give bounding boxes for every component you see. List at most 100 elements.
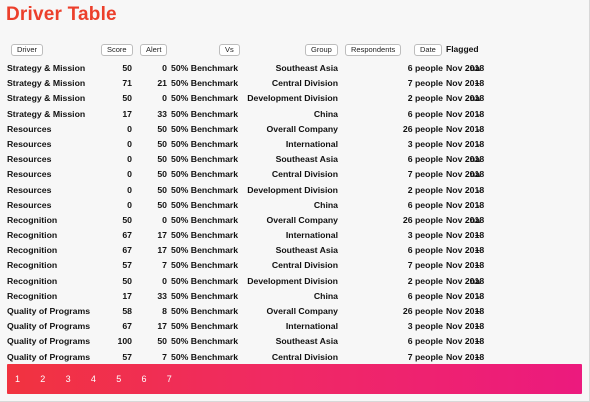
driver-cell: Strategy & Mission: [7, 63, 86, 73]
sort-respondents-button[interactable]: Respondents: [345, 44, 402, 56]
alert-cell: 50: [157, 184, 167, 195]
respondents-cell: 2 people: [407, 275, 443, 286]
vs-cell: 50% Benchmark: [171, 336, 239, 347]
alert-cell: 33: [157, 290, 167, 301]
group-cell: Central Division: [271, 78, 338, 89]
date-cell: Nov 2018: [446, 214, 485, 225]
alert-cell: 50: [157, 123, 167, 134]
sort-vs-button[interactable]: Vs: [219, 44, 240, 56]
date-cell: Nov 2018: [446, 245, 485, 256]
respondents-cell: 3 people: [407, 321, 443, 332]
respondents-cell: 26 people: [402, 214, 443, 225]
group-cell: Overall Company: [266, 214, 338, 225]
vs-cell: 50% Benchmark: [171, 154, 239, 165]
alert-cell: 17: [157, 321, 167, 332]
flagged-cell: na: [469, 93, 480, 104]
respondents-cell: 6 people: [407, 199, 443, 210]
score-cell: 57: [122, 351, 132, 362]
respondents-cell: 2 people: [407, 184, 443, 195]
score-cell: 50: [122, 63, 132, 73]
table-row: Resources 0 50 50% Benchmark Development Div…: [0, 183, 590, 198]
flagged-cell: +: [474, 78, 480, 89]
date-cell: Nov 2018: [446, 351, 485, 362]
vs-cell: 50% Benchmark: [171, 63, 239, 73]
sort-date-button[interactable]: Date: [414, 44, 442, 56]
table-row: Recognition 57 7 50% Benchmark Central Divis…: [0, 258, 590, 273]
driver-cell: Strategy & Mission: [7, 93, 86, 104]
driver-cell: Resources: [7, 169, 52, 180]
flagged-cell: na: [469, 275, 480, 286]
sort-group-button[interactable]: Group: [305, 44, 338, 56]
group-cell: China: [313, 199, 338, 210]
group-cell: China: [313, 108, 338, 119]
group-cell: Overall Company: [266, 123, 338, 134]
alert-cell: 0: [162, 93, 167, 104]
date-cell: Nov 2018: [446, 321, 485, 332]
vs-cell: 50% Benchmark: [171, 351, 239, 362]
flagged-cell: +: [474, 245, 480, 256]
date-cell: Nov 2018: [446, 93, 485, 104]
page-link-6[interactable]: 6: [141, 374, 147, 384]
group-cell: Development Division: [247, 275, 338, 286]
driver-cell: Resources: [7, 184, 52, 195]
sort-alert-button[interactable]: Alert: [140, 44, 168, 56]
flagged-cell: na: [469, 169, 480, 180]
table-row: Resources 0 50 50% Benchmark Overall Company…: [0, 122, 590, 137]
date-cell: Nov 2018: [446, 108, 485, 119]
vs-cell: 50% Benchmark: [171, 290, 239, 301]
page-link-2[interactable]: 2: [40, 374, 46, 384]
table-row: Resources 0 50 50% Benchmark Southeast Asia 6…: [0, 152, 590, 167]
alert-cell: 17: [157, 245, 167, 256]
flagged-cell: +: [474, 306, 480, 316]
driver-cell: Recognition: [7, 260, 58, 271]
vs-cell: 50% Benchmark: [171, 138, 239, 149]
table-row: Recognition 67 17 50% Benchmark Internationa…: [0, 228, 590, 243]
flagged-header: Flagged: [446, 44, 479, 54]
group-cell: Central Division: [271, 169, 338, 180]
driver-cell: Resources: [7, 199, 52, 210]
table-body: Strategy & Mission 50 0 50% Benchmark Southe…: [0, 61, 590, 365]
group-cell: Southeast Asia: [275, 245, 338, 256]
respondents-cell: 26 people: [402, 306, 443, 316]
page-link-5[interactable]: 5: [116, 374, 122, 384]
vs-cell: 50% Benchmark: [171, 306, 239, 316]
page-link-3[interactable]: 3: [65, 374, 71, 384]
group-cell: Central Division: [271, 260, 338, 271]
page-link-7[interactable]: 7: [166, 374, 172, 384]
vs-cell: 50% Benchmark: [171, 275, 239, 286]
table-row: Resources 0 50 50% Benchmark Central Divisio…: [0, 167, 590, 182]
score-cell: 67: [122, 230, 132, 241]
driver-cell: Strategy & Mission: [7, 78, 86, 89]
respondents-cell: 6 people: [407, 63, 443, 73]
flagged-cell: na: [469, 63, 480, 73]
driver-cell: Quality of Programs: [7, 321, 91, 332]
respondents-cell: 3 people: [407, 138, 443, 149]
date-cell: Nov 2018: [446, 336, 485, 347]
score-cell: 0: [127, 199, 132, 210]
vs-cell: 50% Benchmark: [171, 78, 239, 89]
date-cell: Nov 2018: [446, 306, 485, 316]
group-cell: Southeast Asia: [275, 336, 338, 347]
group-cell: International: [285, 321, 338, 332]
table-row: Strategy & Mission 71 21 50% Benchmark Centr…: [0, 76, 590, 91]
respondents-cell: 6 people: [407, 108, 443, 119]
group-cell: International: [285, 230, 338, 241]
driver-cell: Quality of Programs: [7, 351, 91, 362]
flagged-cell: -: [477, 123, 480, 134]
driver-cell: Resources: [7, 154, 52, 165]
page-link-4[interactable]: 4: [90, 374, 96, 384]
vs-cell: 50% Benchmark: [171, 199, 239, 210]
page-link-1[interactable]: 1: [15, 374, 21, 384]
flagged-cell: na: [469, 154, 480, 165]
table-header: Driver Score Alert Vs Group Respondents …: [0, 44, 590, 56]
score-cell: 58: [122, 306, 132, 316]
alert-cell: 50: [157, 138, 167, 149]
score-cell: 0: [127, 169, 132, 180]
table-row: Resources 0 50 50% Benchmark China 6 people No…: [0, 198, 590, 213]
sort-score-button[interactable]: Score: [101, 44, 133, 56]
alert-cell: 7: [162, 260, 167, 271]
driver-cell: Strategy & Mission: [7, 108, 86, 119]
sort-driver-button[interactable]: Driver: [11, 44, 43, 56]
date-cell: Nov 2018: [446, 230, 485, 241]
page-title: Driver Table: [6, 4, 117, 25]
